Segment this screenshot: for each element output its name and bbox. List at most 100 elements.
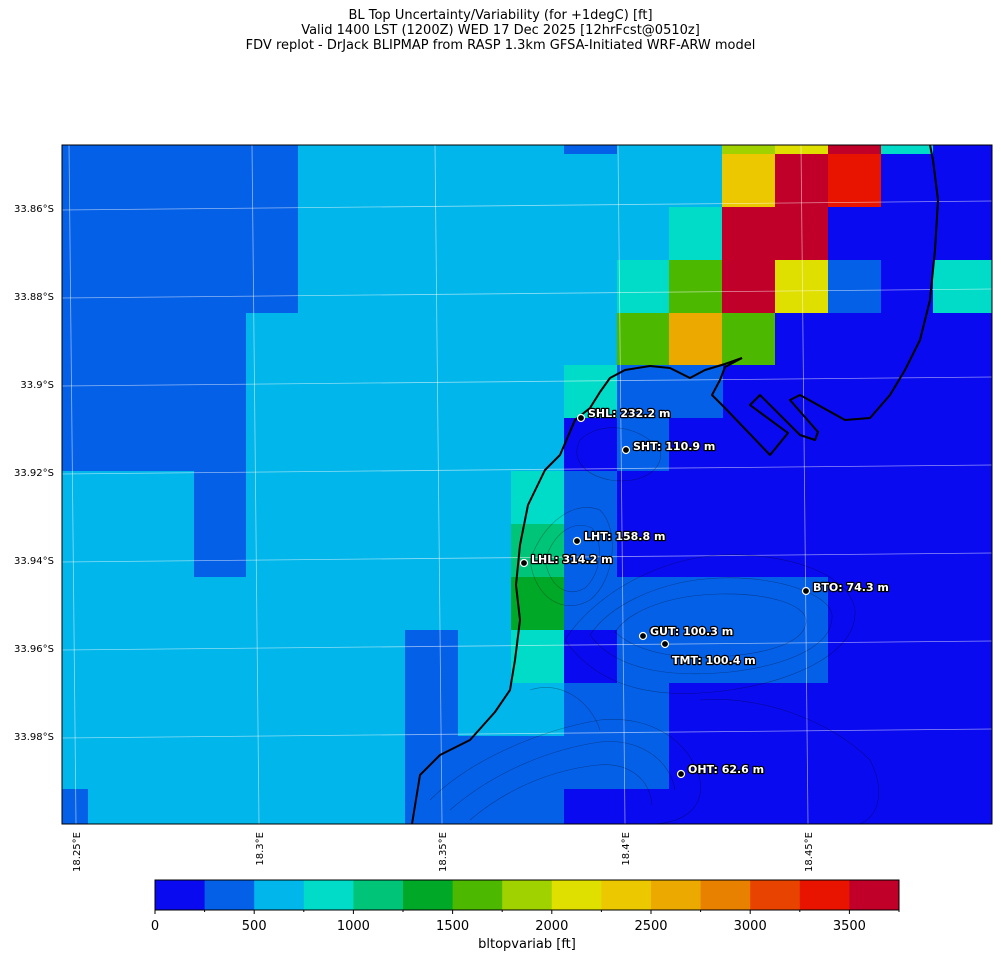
colorbar-swatch	[403, 880, 454, 910]
station-marker-icon	[572, 536, 582, 546]
raster-cell	[564, 683, 669, 789]
raster-cell	[775, 260, 828, 313]
raster-cell	[828, 154, 881, 207]
lon-tick-label: 18.4°E	[621, 832, 632, 866]
raster-cell	[511, 630, 564, 683]
lat-grid-line	[62, 552, 992, 563]
colorbar-swatch	[204, 880, 255, 910]
contour-line	[529, 687, 601, 731]
station-label: LHT: 158.8 m	[584, 530, 665, 543]
raster-cell	[775, 145, 828, 154]
raster-cell	[881, 154, 992, 260]
raster-cell	[617, 260, 669, 313]
lon-grid-line	[68, 145, 77, 824]
raster-cell	[933, 145, 992, 154]
colorbar-swatch	[601, 880, 652, 910]
graticule	[62, 145, 992, 824]
raster-cell	[62, 789, 88, 824]
raster-cell	[933, 260, 992, 313]
raster-cell	[669, 207, 722, 260]
contour-line	[614, 593, 807, 658]
chart-title: BL Top Uncertainty/Variability (for +1de…	[0, 8, 1001, 53]
lat-tick-label: 33.86°S	[14, 204, 54, 215]
raster-cell	[669, 313, 722, 365]
terrain-contours	[429, 427, 879, 824]
raster-cell	[722, 145, 775, 154]
station-marker-icon	[660, 639, 670, 649]
colorbar-swatches	[155, 880, 900, 910]
raster-cell	[617, 313, 669, 365]
raster-cell	[828, 260, 881, 313]
raster-cell	[828, 207, 881, 260]
raster-cell	[458, 736, 564, 824]
station-label: LHL: 314.2 m	[531, 553, 613, 566]
station-marker-icon	[621, 445, 631, 455]
lat-axis-labels: 33.86°S 33.88°S 33.9°S 33.92°S 33.94°S 3…	[14, 204, 54, 743]
station-label: GUT: 100.3 m	[650, 625, 733, 638]
colorbar: 0 500 1000 1500 2000 2500 3000 3500 blto…	[151, 879, 900, 952]
colorbar-swatch	[155, 880, 206, 910]
title-line-3: FDV replot - DrJack BLIPMAP from RASP 1.…	[245, 38, 756, 53]
colorbar-tick-label: 2000	[535, 919, 568, 934]
raster-cell	[564, 789, 669, 824]
colorbar-axis-label: bltopvariab [ft]	[478, 937, 576, 952]
lon-grid-line	[800, 145, 809, 824]
station-markers: SHL: 232.2 m SHT: 110.9 m LHT: 158.8 m LHL:…	[519, 406, 890, 779]
raster-cell	[669, 260, 722, 313]
colorbar-swatch	[551, 880, 602, 910]
station-marker-icon	[576, 413, 586, 423]
raster-cell	[775, 313, 992, 365]
raster-cell	[405, 630, 458, 824]
coastline	[411, 145, 939, 824]
lat-tick-label: 33.9°S	[20, 380, 54, 391]
colorbar-tick-label: 1500	[436, 919, 469, 934]
station-label: TMT: 100.4 m	[672, 654, 756, 667]
station-label: SHT: 110.9 m	[633, 440, 715, 453]
raster-cell	[564, 365, 617, 418]
lon-grid-line	[617, 145, 626, 824]
raster-cell	[722, 154, 775, 207]
colorbar-swatch	[799, 880, 850, 910]
variability-raster	[62, 145, 992, 824]
contour-line	[544, 525, 600, 593]
lat-tick-label: 33.98°S	[14, 732, 54, 743]
contour-line	[529, 507, 613, 606]
colorbar-swatch	[750, 880, 801, 910]
colorbar-tick-label: 3000	[734, 919, 767, 934]
colorbar-swatch	[353, 880, 404, 910]
station-label: OHT: 62.6 m	[688, 763, 764, 776]
raster-cell	[564, 630, 617, 683]
colorbar-ticks	[154, 910, 900, 914]
contour-line	[449, 741, 676, 811]
coastline-east	[711, 145, 939, 456]
lat-grid-line	[62, 376, 992, 387]
contour-line	[429, 719, 701, 824]
station-label: BTO: 74.3 m	[813, 581, 889, 594]
lat-grid-line	[62, 464, 992, 475]
station-marker-icon	[519, 558, 529, 568]
raster-cell	[564, 145, 617, 154]
lat-grid-line	[62, 728, 992, 739]
map-frame	[61, 144, 993, 825]
lat-tick-label: 33.94°S	[14, 556, 54, 567]
contour-line	[589, 577, 833, 675]
colorbar-tick-label: 1000	[337, 919, 370, 934]
colorbar-tick-label: 2500	[634, 919, 667, 934]
colorbar-swatch	[700, 880, 751, 910]
raster-cell	[617, 365, 723, 418]
lon-grid-line	[434, 145, 443, 824]
coastline-west	[411, 357, 743, 824]
colorbar-swatch	[254, 880, 305, 910]
contour-line	[699, 699, 879, 824]
raster-cell	[62, 145, 298, 313]
raster-cell	[62, 313, 246, 471]
station-marker-icon	[638, 631, 648, 641]
contour-line	[576, 427, 661, 482]
raster-cell	[828, 145, 881, 154]
lon-tick-label: 18.3°E	[255, 832, 266, 866]
lon-axis-labels: 18.25°E 18.3°E 18.35°E 18.4°E 18.45°E	[72, 832, 815, 872]
raster-cell	[617, 154, 722, 207]
lon-tick-label: 18.25°E	[72, 832, 83, 872]
raster-cell	[511, 471, 564, 524]
